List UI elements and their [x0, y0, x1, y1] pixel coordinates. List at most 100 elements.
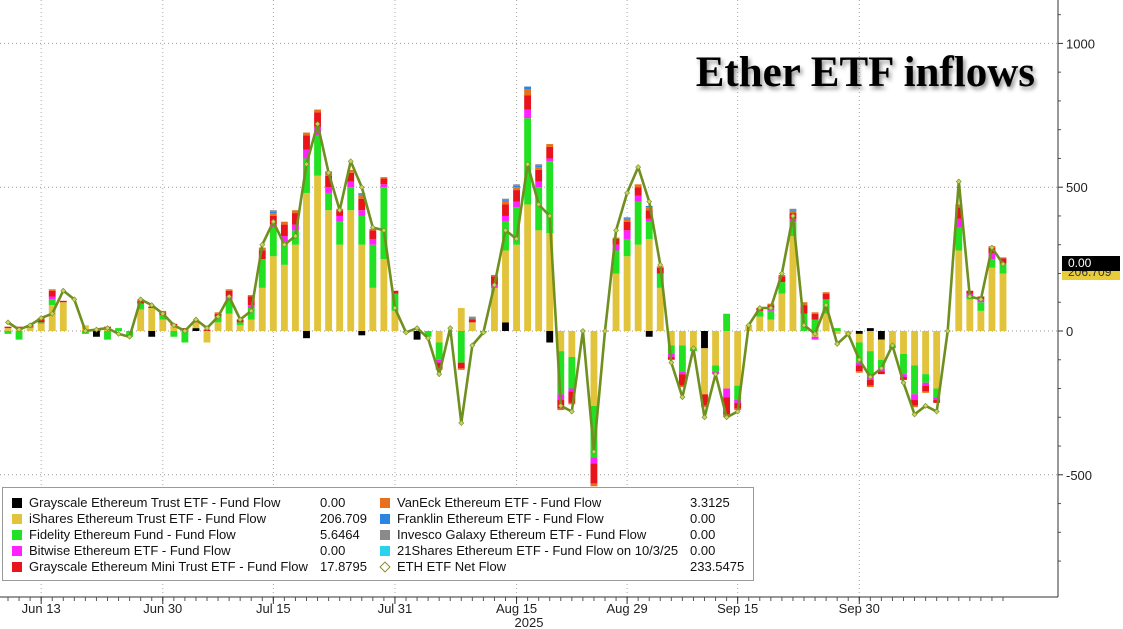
- bar-segment: [933, 397, 941, 401]
- net-flow-point: [944, 328, 951, 334]
- x-tick-label: Sep 15: [717, 601, 758, 616]
- bar-segment: [822, 313, 830, 331]
- bar-segment: [546, 158, 554, 162]
- bar-segment: [977, 302, 985, 311]
- net-flow-point: [436, 371, 443, 378]
- bar-segment: [303, 158, 310, 193]
- bar-segment: [955, 207, 963, 219]
- bar-segment: [678, 371, 686, 375]
- bar-segment: [535, 187, 543, 231]
- legend-value: 206.709: [320, 511, 367, 526]
- net-flow-point: [966, 293, 973, 300]
- bar-segment: [546, 331, 554, 343]
- bar-segment: [656, 287, 664, 331]
- bar-segment: [822, 293, 830, 300]
- legend-label: Fidelity Ethereum Fund - Fund Flow: [29, 527, 236, 542]
- legend-swatch: [12, 562, 22, 572]
- bar-segment: [789, 208, 797, 211]
- bar-segment: [468, 316, 476, 320]
- bar-segment: [159, 319, 167, 331]
- bar-segment: [723, 388, 731, 398]
- bar-segment: [712, 331, 719, 366]
- bar-segment: [269, 227, 277, 257]
- bar-segment: [955, 250, 963, 331]
- chart-title: Ether ETF inflows: [695, 49, 1035, 96]
- bar-segment: [557, 408, 565, 411]
- y-tick-label: 1000: [1066, 36, 1095, 51]
- y-tick-label: 500: [1066, 180, 1088, 195]
- net-flow-point: [745, 322, 752, 329]
- net-flow-point: [834, 341, 841, 347]
- bar-segment: [247, 296, 255, 306]
- bar-segment: [535, 230, 543, 331]
- bar-segment: [225, 289, 233, 291]
- bar-segment: [491, 287, 498, 331]
- bar-segment: [303, 132, 310, 136]
- bar-segment: [358, 244, 366, 331]
- x-tick-label: Jun 13: [22, 601, 61, 616]
- net-flow-point: [557, 402, 564, 409]
- bar-segment: [358, 195, 366, 199]
- legend-value: 3.3125: [690, 495, 730, 510]
- net-flow-point: [712, 371, 719, 378]
- bar-segment: [590, 405, 598, 458]
- net-flow-point: [458, 420, 465, 426]
- x-tick-label: Sep 30: [839, 601, 880, 616]
- bar-segment: [502, 215, 509, 222]
- net-flow-point: [624, 190, 631, 196]
- net-flow-point: [325, 169, 332, 176]
- bar-segment: [811, 336, 819, 340]
- bar-segment: [866, 385, 874, 388]
- net-flow-point: [491, 282, 498, 288]
- bar-segment: [789, 211, 797, 214]
- bar-segment: [137, 309, 145, 331]
- bar-segment: [280, 236, 288, 242]
- bar-segment: [413, 331, 421, 340]
- bar-segment: [280, 241, 288, 265]
- bar-segment: [280, 221, 288, 225]
- net-flow-point: [259, 241, 266, 248]
- x-tick-label: Jun 30: [143, 601, 182, 616]
- bar-segment: [922, 374, 930, 383]
- bar-segment: [358, 198, 366, 211]
- bar-segment: [502, 250, 509, 323]
- x-tick-label: Jul 15: [256, 601, 291, 616]
- bar-segment: [557, 331, 565, 352]
- net-flow-point: [380, 227, 387, 234]
- bar-segment: [546, 144, 554, 147]
- net-flow-point: [237, 316, 244, 323]
- bar-segment: [513, 190, 520, 202]
- bar-segment: [292, 244, 299, 331]
- axes: -500 0 500 1000 Jun 13 Jun 30 Jul 15 Jul 31 Aug …: [0, 0, 1095, 629]
- net-flow-point: [579, 328, 586, 334]
- bar-segment: [468, 319, 476, 323]
- net-flow-point: [933, 408, 940, 415]
- bar-segment: [502, 200, 509, 202]
- net-flow-point: [170, 322, 177, 329]
- legend-swatch: [380, 546, 390, 556]
- bar-segment: [4, 328, 12, 331]
- bar-segment: [269, 211, 277, 214]
- bar-segment: [535, 164, 543, 166]
- bar-segment: [336, 215, 344, 222]
- bar-segment: [734, 400, 742, 403]
- bar-segment: [380, 177, 388, 179]
- bar-segment: [258, 250, 266, 260]
- bar-segment: [159, 315, 167, 320]
- net-flow-point: [878, 365, 885, 372]
- bar-segment: [855, 331, 863, 334]
- legend-swatch: [12, 514, 22, 524]
- bar-segment: [667, 331, 675, 346]
- bar-segment: [734, 385, 742, 401]
- bar-segment: [789, 210, 797, 212]
- net-flow-point: [414, 325, 420, 332]
- bar-segment: [170, 331, 178, 337]
- legend-swatch: [380, 498, 390, 508]
- bar-segment: [192, 328, 200, 331]
- net-flow-point: [469, 342, 476, 349]
- bar-segment: [623, 256, 631, 331]
- bar-segment: [303, 149, 310, 159]
- bar-segment: [369, 230, 377, 239]
- bar-segment: [93, 331, 100, 337]
- bar-segment: [502, 322, 509, 331]
